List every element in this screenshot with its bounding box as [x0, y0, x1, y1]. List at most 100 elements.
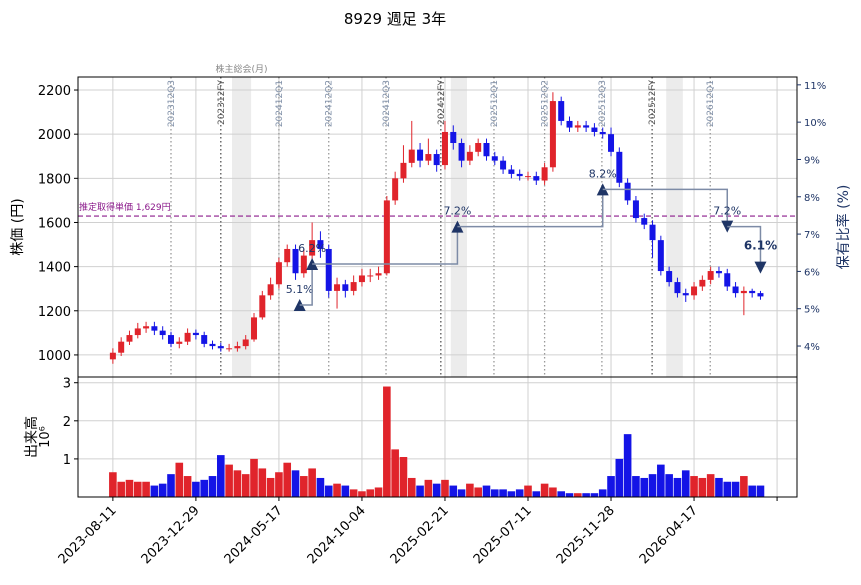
candle-body	[533, 176, 540, 181]
candle-body	[425, 154, 432, 161]
volume-bar	[183, 476, 192, 497]
ownership-label: 7.2%	[443, 205, 471, 218]
candle-body	[450, 131, 457, 144]
y2-tick-label: 7%	[804, 230, 820, 241]
volume-tick-label: 1	[63, 453, 71, 468]
volume-bar	[457, 489, 466, 497]
volume-bar	[715, 477, 723, 497]
candle-body	[417, 149, 424, 161]
candle-body	[259, 295, 266, 318]
volume-bar	[150, 485, 159, 497]
candle-body	[749, 290, 756, 294]
x-tick-label: 2023-12-29	[139, 503, 203, 567]
y-tick-label: 1600	[38, 216, 71, 231]
x-tick-label: 2023-08-11	[56, 503, 120, 567]
y-tick-label: 1800	[38, 172, 71, 187]
candle-body	[334, 284, 341, 291]
candle-body	[201, 335, 208, 344]
volume-bar	[698, 477, 707, 497]
volume-bar	[432, 483, 441, 497]
candle-body	[292, 248, 299, 274]
volume-bar	[283, 462, 292, 497]
candle-body	[217, 346, 224, 349]
volume-bar	[524, 485, 532, 497]
candle-body	[143, 326, 150, 329]
ownership-step	[299, 263, 313, 306]
event-label: 202412Q3	[382, 80, 392, 127]
volume-bar	[383, 386, 391, 497]
volume-bar	[275, 472, 283, 497]
ownership-label: 6.2%	[298, 242, 326, 255]
volume-bar	[640, 477, 649, 497]
candle-body	[350, 282, 357, 291]
y2-tick-label: 6%	[804, 267, 820, 278]
candle-body	[649, 224, 656, 241]
volume-bar	[142, 481, 150, 497]
candle-body	[242, 339, 249, 347]
volume-bar	[756, 485, 765, 497]
ownership-step	[312, 226, 459, 265]
volume-tick-label: 3	[63, 377, 71, 392]
volume-bar	[200, 479, 208, 497]
ownership-label: 6.1%	[744, 239, 777, 253]
volume-bar	[416, 485, 424, 497]
candle-body	[284, 248, 291, 263]
candle-body	[325, 248, 332, 291]
meeting-label: 株主総会(月)	[216, 63, 268, 75]
candle-body	[674, 282, 681, 294]
candle-body	[558, 101, 565, 121]
volume-bar	[192, 481, 200, 497]
meeting-band	[232, 77, 252, 377]
candle-body	[599, 131, 606, 135]
candle-body	[641, 218, 648, 225]
volume-bar	[648, 474, 657, 497]
volume-bar	[565, 493, 574, 497]
candle-body	[151, 326, 158, 331]
event-label: 202512FY	[648, 79, 658, 125]
y-tick-label: 1200	[38, 305, 71, 320]
volume-bar	[623, 434, 632, 497]
event-label: 202312Q3	[167, 80, 177, 127]
volume-tick-label: 2	[63, 415, 71, 430]
volume-bar	[109, 472, 117, 497]
candle-body	[715, 271, 722, 274]
candle-body	[184, 332, 191, 342]
candle-body	[300, 255, 307, 274]
candle-body	[251, 317, 258, 340]
candle-body	[400, 162, 407, 179]
volume-bar	[258, 468, 267, 497]
volume-bar	[507, 491, 516, 497]
volume-bar	[424, 479, 433, 497]
y2-tick-label: 10%	[804, 118, 826, 129]
volume-bar	[225, 464, 233, 497]
volume-bar	[266, 477, 275, 497]
volume-bar	[731, 481, 740, 497]
y-tick-label: 1400	[38, 261, 71, 276]
volume-bar	[349, 489, 358, 497]
event-label: 202412FY	[437, 79, 447, 125]
candle-body	[309, 240, 316, 256]
candle-body	[632, 200, 639, 219]
candle-body	[392, 178, 399, 201]
volume-bar	[399, 457, 408, 497]
volume-bar	[250, 458, 258, 497]
volume-bar	[706, 474, 715, 497]
x-tick-label: 2025-11-28	[554, 503, 618, 567]
candle-body	[176, 341, 183, 344]
reference-label: 推定取得単価 1,629円	[79, 201, 171, 213]
y-tick-label: 1000	[38, 349, 71, 364]
candle-body	[134, 328, 141, 336]
event-label: 202412Q2	[325, 80, 335, 127]
candle-body	[691, 286, 698, 296]
ownership-step	[457, 189, 604, 228]
candle-body	[591, 127, 598, 132]
volume-bar	[474, 487, 482, 497]
event-label: 202512Q3	[598, 80, 608, 127]
candle-body	[433, 154, 440, 166]
volume-bar	[582, 493, 590, 497]
candle-body	[275, 262, 282, 285]
volume-bar	[449, 485, 458, 497]
volume-bar	[607, 476, 615, 497]
candle-body	[666, 271, 673, 283]
volume-bar	[690, 476, 698, 497]
